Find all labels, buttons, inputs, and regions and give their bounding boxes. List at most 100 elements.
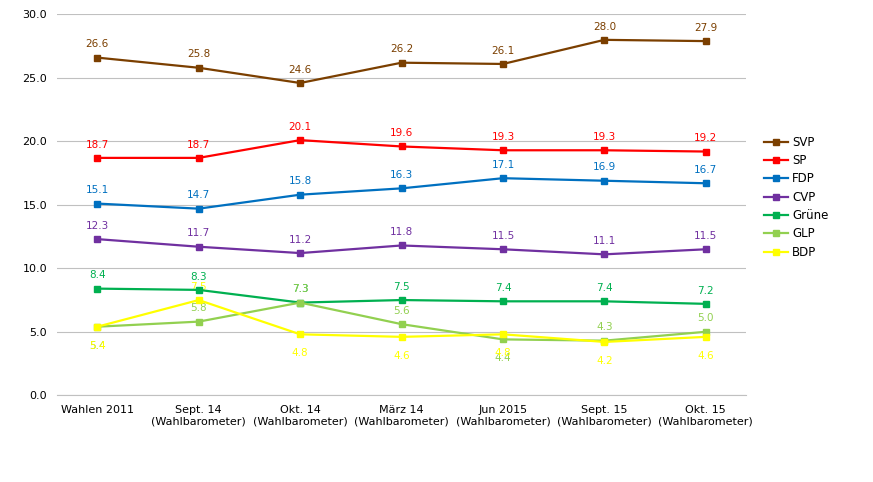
Text: 7.3: 7.3 — [292, 284, 308, 294]
Text: 28.0: 28.0 — [593, 22, 616, 31]
BDP — [599, 339, 609, 345]
SP — [396, 144, 407, 149]
Text: 18.7: 18.7 — [187, 140, 210, 149]
GLP — [599, 338, 609, 344]
Text: 4.8: 4.8 — [292, 348, 308, 358]
CVP — [194, 244, 204, 250]
Line: BDP: BDP — [94, 297, 709, 345]
Text: 7.5: 7.5 — [190, 281, 207, 292]
CVP — [92, 236, 102, 242]
Line: CVP: CVP — [94, 236, 709, 257]
BDP — [396, 334, 407, 340]
Text: 7.2: 7.2 — [698, 285, 714, 295]
Text: 4.3: 4.3 — [596, 322, 613, 332]
Text: 20.1: 20.1 — [289, 122, 312, 132]
SVP — [92, 55, 102, 61]
SP — [92, 155, 102, 161]
GLP — [92, 324, 102, 330]
Text: 19.6: 19.6 — [390, 128, 413, 138]
Text: 14.7: 14.7 — [187, 190, 210, 201]
Text: 26.1: 26.1 — [491, 46, 514, 55]
Text: 19.3: 19.3 — [491, 132, 514, 142]
Text: 7.4: 7.4 — [596, 283, 613, 293]
CVP — [295, 250, 306, 256]
Line: SVP: SVP — [94, 37, 709, 86]
Text: 15.1: 15.1 — [86, 185, 109, 195]
Line: SP: SP — [94, 137, 709, 161]
SP — [194, 155, 204, 161]
Text: 24.6: 24.6 — [289, 65, 312, 75]
Grüne — [396, 297, 407, 303]
Text: 8.3: 8.3 — [190, 271, 207, 281]
Text: 5.4: 5.4 — [89, 341, 106, 350]
BDP — [92, 324, 102, 330]
Text: 19.2: 19.2 — [694, 133, 718, 143]
Text: 26.6: 26.6 — [86, 39, 109, 49]
FDP — [498, 175, 508, 181]
BDP — [701, 334, 711, 340]
CVP — [599, 252, 609, 257]
BDP — [295, 332, 306, 337]
CVP — [396, 242, 407, 248]
FDP — [92, 201, 102, 206]
Line: GLP: GLP — [94, 299, 709, 344]
Grüne — [701, 301, 711, 307]
Text: 4.6: 4.6 — [698, 351, 714, 361]
Text: 17.1: 17.1 — [491, 160, 514, 170]
SP — [599, 147, 609, 153]
Text: 5.8: 5.8 — [190, 303, 207, 313]
Text: 5.6: 5.6 — [393, 306, 410, 316]
Text: 5.4: 5.4 — [89, 341, 106, 350]
SVP — [295, 80, 306, 86]
Text: 4.4: 4.4 — [495, 353, 512, 363]
Text: 11.5: 11.5 — [694, 231, 718, 241]
GLP — [194, 319, 204, 324]
SVP — [701, 38, 711, 44]
Text: 11.2: 11.2 — [289, 235, 312, 245]
SP — [498, 147, 508, 153]
Text: 11.5: 11.5 — [491, 231, 514, 241]
Text: 25.8: 25.8 — [187, 50, 210, 59]
Text: 4.8: 4.8 — [495, 348, 512, 358]
SP — [701, 148, 711, 154]
Grüne — [92, 286, 102, 292]
FDP — [599, 178, 609, 184]
Text: 19.3: 19.3 — [593, 132, 616, 142]
Line: FDP: FDP — [94, 175, 709, 212]
Text: 7.5: 7.5 — [393, 281, 410, 292]
Text: 7.4: 7.4 — [495, 283, 512, 293]
BDP — [498, 332, 508, 337]
FDP — [194, 206, 204, 212]
SP — [295, 137, 306, 143]
Grüne — [194, 287, 204, 293]
Text: 4.6: 4.6 — [393, 351, 410, 361]
CVP — [701, 246, 711, 252]
Text: 16.7: 16.7 — [694, 165, 718, 175]
Text: 7.3: 7.3 — [292, 284, 308, 294]
Text: 16.3: 16.3 — [390, 170, 413, 180]
Text: 12.3: 12.3 — [86, 221, 109, 231]
Text: 5.0: 5.0 — [698, 313, 714, 323]
Text: 8.4: 8.4 — [89, 270, 106, 281]
Text: 11.7: 11.7 — [187, 228, 210, 239]
Text: 18.7: 18.7 — [86, 140, 109, 149]
Text: 11.1: 11.1 — [593, 236, 616, 246]
SVP — [498, 61, 508, 67]
CVP — [498, 246, 508, 252]
Text: 11.8: 11.8 — [390, 227, 413, 237]
SVP — [396, 60, 407, 66]
FDP — [295, 192, 306, 198]
BDP — [194, 297, 204, 303]
Grüne — [295, 300, 306, 306]
Legend: SVP, SP, FDP, CVP, Grüne, GLP, BDP: SVP, SP, FDP, CVP, Grüne, GLP, BDP — [760, 131, 834, 263]
Text: 15.8: 15.8 — [289, 176, 312, 187]
Text: 16.9: 16.9 — [593, 162, 616, 173]
SVP — [599, 37, 609, 43]
Line: Grüne: Grüne — [94, 285, 709, 307]
Text: 4.2: 4.2 — [596, 356, 613, 366]
SVP — [194, 65, 204, 71]
GLP — [396, 321, 407, 327]
GLP — [498, 336, 508, 342]
GLP — [701, 329, 711, 335]
Text: 26.2: 26.2 — [390, 44, 413, 54]
